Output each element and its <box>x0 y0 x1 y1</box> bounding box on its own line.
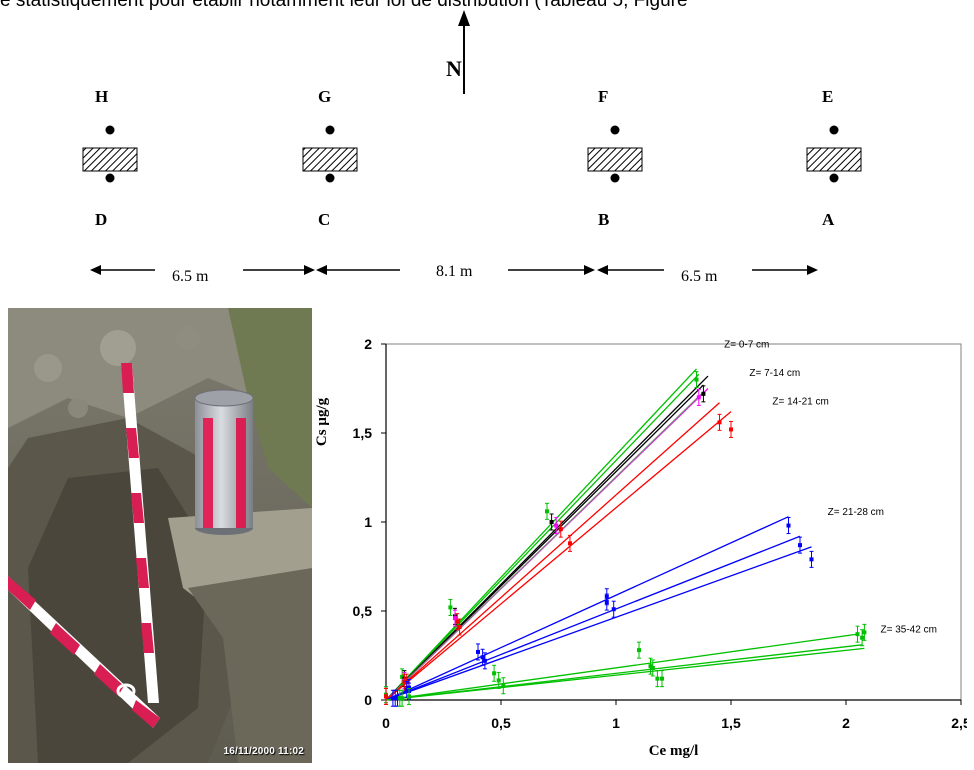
data-point <box>482 652 487 670</box>
data-point <box>798 536 802 554</box>
station-gc <box>302 125 358 183</box>
body-text-line: e statistiquement pour établir notamment… <box>0 0 688 11</box>
data-point <box>448 598 453 616</box>
north-label: N <box>446 56 462 81</box>
data-point <box>855 625 860 643</box>
x-tick-label: 2,5 <box>951 715 967 731</box>
data-point <box>568 534 572 552</box>
y-tick-label: 1,5 <box>353 425 373 441</box>
depth-annotation: Z= 35-42 cm <box>881 624 937 635</box>
x-tick-label: 2 <box>842 715 850 731</box>
field-photo: 16/11/2000 11:02 <box>8 308 312 763</box>
point-label-b: B <box>598 210 609 229</box>
data-point <box>501 677 506 695</box>
point-label-e: E <box>822 87 833 106</box>
data-point <box>496 671 501 689</box>
fit-line <box>385 402 720 701</box>
data-point <box>860 629 865 647</box>
data-point <box>400 668 405 686</box>
data-point <box>786 517 791 535</box>
data-point <box>701 385 706 403</box>
y-tick-label: 0,5 <box>353 603 373 619</box>
fit-line <box>385 373 700 701</box>
data-point <box>604 593 609 611</box>
data-point <box>384 687 388 705</box>
y-tick-label: 0 <box>364 692 372 708</box>
depth-annotation: Z= 7-14 cm <box>749 368 800 379</box>
fit-line <box>385 516 789 701</box>
data-point <box>476 643 480 661</box>
chart-axes <box>381 343 962 705</box>
data-point <box>862 623 867 641</box>
photo-timestamp: 16/11/2000 11:02 <box>223 746 304 757</box>
data-point <box>655 670 660 688</box>
data-point <box>611 600 616 618</box>
data-point <box>492 664 497 682</box>
chart-fit-lines <box>385 368 865 701</box>
point-label-c: C <box>318 210 330 229</box>
distance-label-3: 6.5 m <box>681 268 718 285</box>
station-hd <box>82 125 138 183</box>
data-point <box>696 388 701 406</box>
point-label-f: F <box>598 87 608 106</box>
depth-annotation: Z= 14-21 cm <box>772 397 828 408</box>
station-ea <box>806 125 862 183</box>
distance-arrows <box>90 265 818 275</box>
data-point <box>637 641 641 659</box>
point-label-d: D <box>95 210 107 229</box>
y-tick-label: 2 <box>364 336 372 352</box>
depth-annotation: Z= 0-7 cm <box>724 340 769 351</box>
data-point <box>554 517 559 535</box>
x-tick-label: 0 <box>382 715 390 731</box>
fit-line <box>385 546 812 701</box>
data-point <box>549 513 554 531</box>
point-label-a: A <box>822 210 835 229</box>
data-point <box>660 670 664 688</box>
y-tick-label: 1 <box>364 514 372 530</box>
chart-labels: 0 0,5 1 1,5 2 2,5 0 0,5 1 1,5 2 Ce mg/l Cs µg/g Z= 0-… <box>314 336 967 759</box>
fit-line <box>385 411 732 701</box>
distance-label-2: 8.1 m <box>436 263 473 280</box>
site-plan-diagram: N H G F E D C B A <box>82 10 862 285</box>
plot-frame <box>385 343 962 701</box>
fit-line <box>385 384 704 701</box>
data-point <box>457 618 462 636</box>
fit-line <box>385 391 704 701</box>
data-point <box>407 687 411 705</box>
station-fb <box>587 125 643 183</box>
north-arrow-icon <box>458 10 470 94</box>
data-point <box>453 609 457 627</box>
data-point <box>694 371 699 389</box>
fit-line <box>385 368 697 701</box>
data-point <box>650 659 655 677</box>
y-axis-title: Cs µg/g <box>314 397 330 446</box>
data-point <box>729 420 733 438</box>
distance-label-1: 6.5 m <box>172 268 209 285</box>
data-point <box>648 657 653 675</box>
x-tick-label: 0,5 <box>491 715 511 731</box>
data-point <box>717 413 722 431</box>
data-point <box>455 613 460 631</box>
data-point <box>809 550 814 568</box>
data-point <box>400 689 405 707</box>
point-label-h: H <box>95 87 108 106</box>
fit-line <box>385 535 801 701</box>
point-label-g: G <box>318 87 331 106</box>
fit-line <box>385 633 858 701</box>
data-point <box>480 648 485 666</box>
data-point <box>558 520 563 538</box>
sorption-isotherm-chart: 0 0,5 1 1,5 2 2,5 0 0,5 1 1,5 2 Ce mg/l Cs µg/g Z= 0-… <box>314 336 967 759</box>
depth-annotation: Z= 21-28 cm <box>828 507 884 518</box>
x-axis-title: Ce mg/l <box>649 743 699 759</box>
data-point <box>545 502 549 520</box>
chart-data-points <box>384 371 867 707</box>
fit-line <box>385 647 865 701</box>
x-tick-label: 1,5 <box>721 715 741 731</box>
x-tick-label: 1 <box>612 715 620 731</box>
